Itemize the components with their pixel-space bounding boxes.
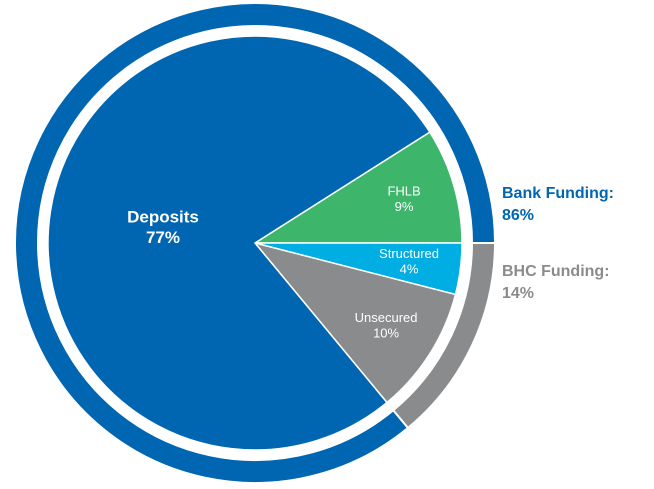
ring-segment	[391, 242, 497, 430]
ring-label: BHC Funding:	[502, 263, 610, 280]
pie-slice	[252, 131, 463, 244]
pie-slice	[47, 35, 431, 451]
slice-value-label: 4%	[400, 262, 419, 277]
pie-slice	[252, 241, 457, 404]
slice-label: Structured	[379, 246, 439, 261]
ring-segment	[14, 2, 497, 484]
ring-label: Bank Funding:	[502, 185, 614, 202]
slice-label: Deposits	[127, 208, 199, 227]
slice-label: Unsecured	[355, 310, 418, 325]
slice-label: FHLB	[387, 183, 420, 198]
slice-value-label: 9%	[395, 199, 414, 214]
slice-value-label: 10%	[373, 325, 399, 340]
slice-value-label: 77%	[146, 228, 180, 247]
ring-value-label: 86%	[502, 207, 534, 224]
ring-value-label: 14%	[502, 285, 534, 302]
